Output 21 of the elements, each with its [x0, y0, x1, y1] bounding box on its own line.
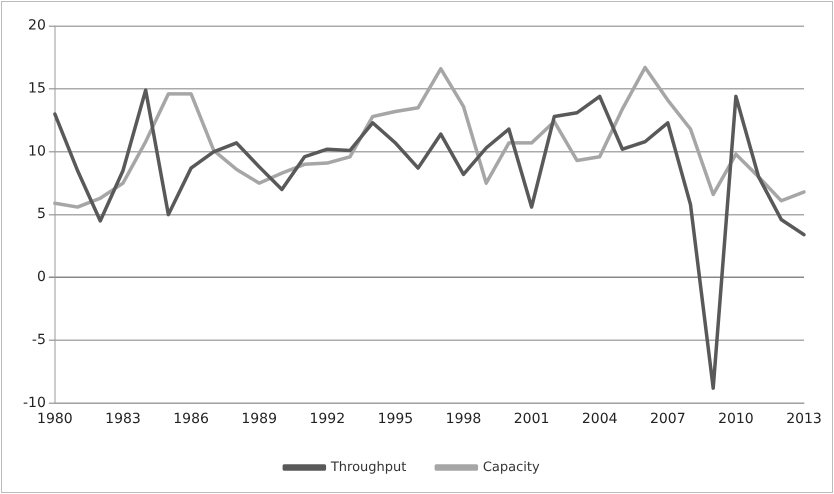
legend-label: Capacity	[482, 460, 540, 475]
y-tick-label: 15	[28, 80, 46, 97]
y-tick-label: 20	[28, 18, 46, 34]
y-tick-label: -10	[22, 394, 46, 411]
x-tick-label: 1998	[446, 411, 482, 428]
y-tick-label: 10	[28, 143, 46, 160]
x-tick-label: 2004	[582, 411, 618, 428]
x-tick-label: 1983	[105, 411, 141, 428]
x-tick-label: 1995	[378, 411, 414, 428]
y-tick-label: -5	[32, 332, 46, 348]
x-tick-label: 2013	[786, 411, 822, 428]
x-tick-label: 2010	[718, 411, 754, 428]
legend-label: Throughput	[330, 460, 406, 475]
x-tick-label: 1992	[309, 411, 346, 428]
x-tick-label: 1989	[241, 411, 277, 428]
x-tick-label: 2001	[514, 411, 550, 428]
x-tick-label: 1986	[173, 411, 209, 428]
y-tick-label: 5	[36, 206, 46, 222]
x-tick-label: 1980	[37, 411, 73, 428]
x-tick-label: 2007	[650, 411, 686, 428]
y-tick-label: 0	[36, 269, 46, 286]
